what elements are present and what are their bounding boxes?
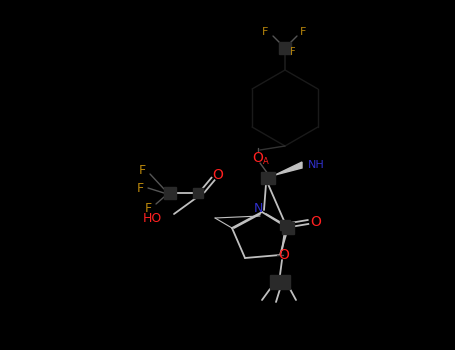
Text: O: O xyxy=(253,151,263,165)
Text: O: O xyxy=(212,168,223,182)
Bar xyxy=(270,275,290,289)
Bar xyxy=(282,222,294,234)
Text: HO: HO xyxy=(142,211,162,224)
Text: F: F xyxy=(262,27,268,37)
Bar xyxy=(280,220,290,230)
Text: F: F xyxy=(144,202,152,215)
Bar xyxy=(164,187,176,199)
Bar xyxy=(193,188,203,198)
Bar xyxy=(279,42,291,54)
Text: F: F xyxy=(290,47,296,57)
Text: O: O xyxy=(311,215,321,229)
Text: F: F xyxy=(300,27,306,37)
Text: F: F xyxy=(138,163,146,176)
Text: F: F xyxy=(136,182,144,195)
Text: NH: NH xyxy=(308,160,324,170)
Bar xyxy=(261,172,275,184)
Polygon shape xyxy=(275,162,302,175)
Text: A: A xyxy=(263,158,269,167)
Text: O: O xyxy=(278,248,289,262)
Text: N: N xyxy=(253,202,263,215)
